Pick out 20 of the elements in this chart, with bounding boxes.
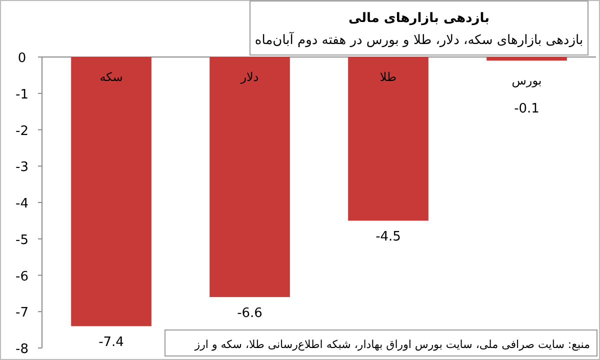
y-tick-label: -7 [16,306,28,321]
data-label: -6.6 [237,306,262,322]
data-label: -4.5 [376,230,401,245]
y-tick-label: -8 [16,342,28,357]
x-tick-label: بورس [512,74,542,88]
annotation: منبع: سایت صرافی ملی، سایت بورس اوراق بهادار، شبکه اطلاع‌رسانی طلا، سکه و ارز [194,338,590,351]
y-tick-label: -2 [16,124,28,139]
y-tick-label: 0 [18,51,26,66]
chart-subtitle: بازدهی بازارهای سکه، دلار، طلا و بورس در هفته دوم آبان‌ماه [254,31,584,48]
y-tick-label: -6 [16,269,28,284]
y-tick-label: -4 [16,196,28,212]
x-tick-label: دلار [240,70,259,84]
x-tick-label: طلا [380,70,397,84]
y-tick-label: -5 [16,232,28,248]
chart-title: بازدهی بازارهای مالی [348,11,490,26]
y-tick-label: -3 [16,160,28,176]
data-label: -7.4 [98,335,124,350]
data-label: -0.1 [514,102,540,117]
y-tick-label: -1 [16,87,28,102]
x-tick-label: سکه [100,70,123,84]
